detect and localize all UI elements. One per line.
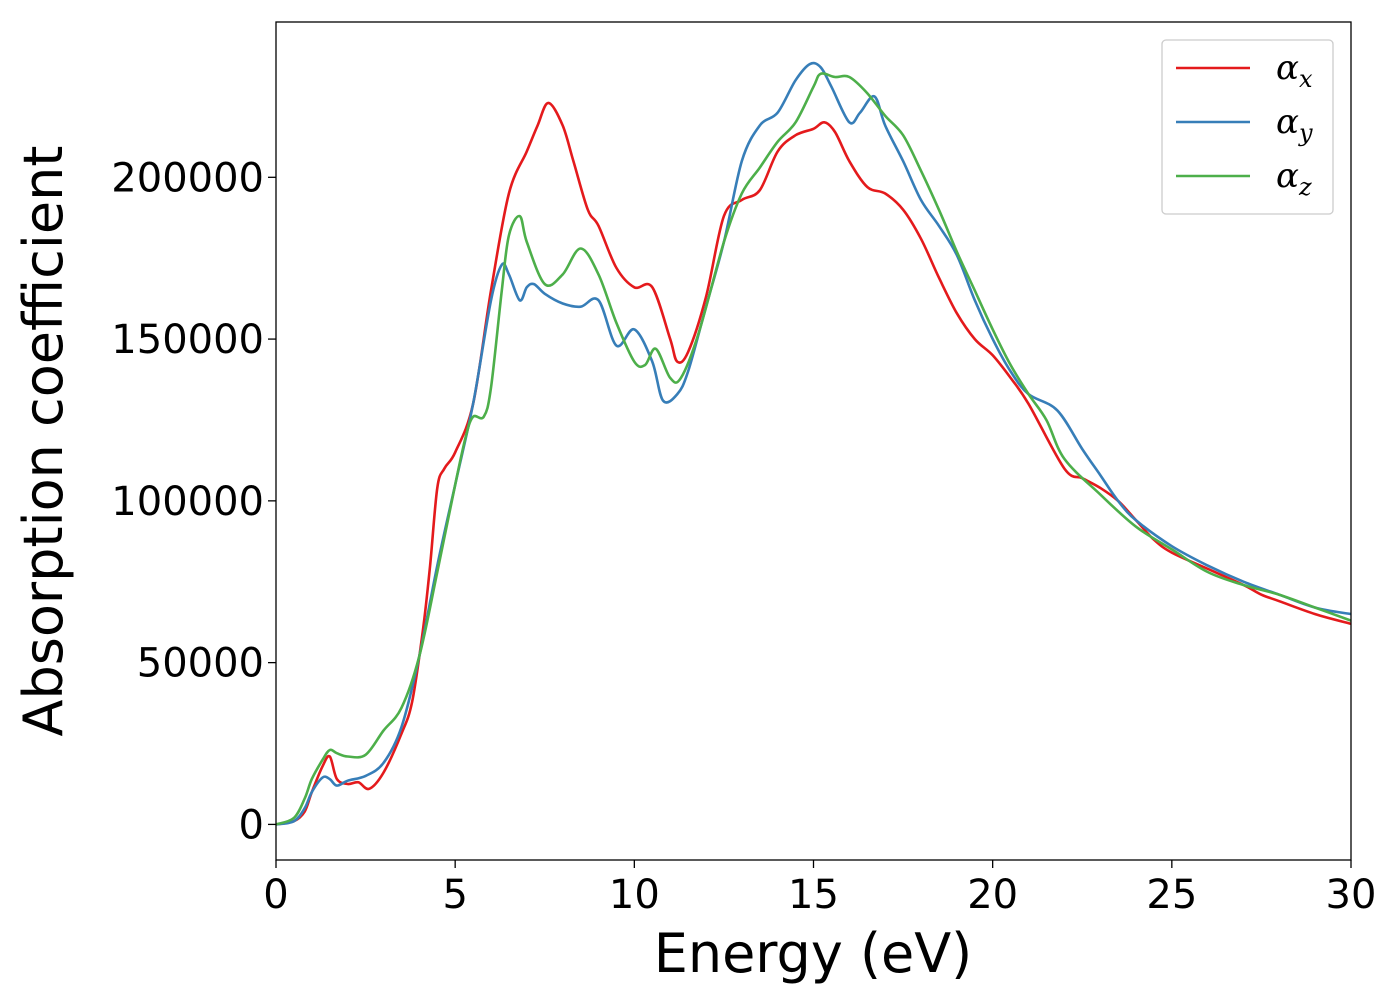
y-tick-label: 150000	[111, 317, 264, 363]
x-tick-label: 25	[1146, 872, 1197, 918]
x-axis-title: Energy (eV)	[654, 922, 973, 985]
y-tick-label: 50000	[137, 641, 264, 687]
y-axis-ticks: 0 50000 100000 150000 200000	[111, 155, 276, 848]
x-tick-label: 5	[442, 872, 467, 918]
series-layer	[275, 61, 1352, 826]
legend-box	[1161, 39, 1334, 215]
x-tick-label: 20	[967, 872, 1018, 918]
y-tick-label: 0	[239, 802, 264, 848]
y-tick-label: 200000	[111, 155, 264, 201]
y-tick-label: 100000	[111, 479, 264, 525]
x-axis-ticks: 0 5 10 15 20 25 30	[263, 860, 1376, 918]
x-tick-label: 10	[609, 872, 660, 918]
x-tick-label: 15	[788, 872, 839, 918]
x-tick-label: 30	[1326, 872, 1377, 918]
series-line-z	[275, 72, 1352, 826]
x-tick-label: 0	[263, 872, 288, 918]
y-axis-title: Absorption coefficient	[12, 146, 75, 737]
